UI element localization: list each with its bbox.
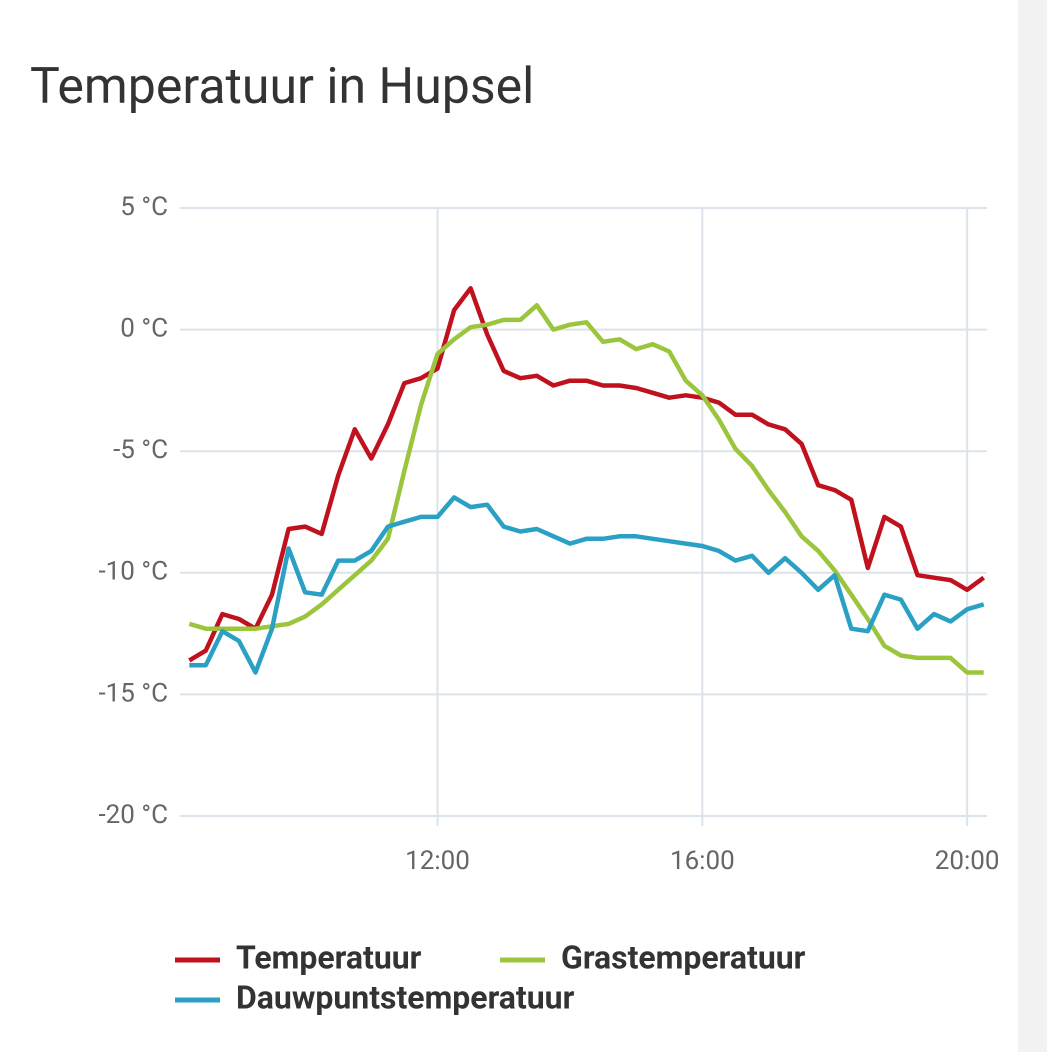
x-tick-label: 12:00: [405, 846, 470, 876]
y-tick-label: -10 °C: [99, 557, 169, 587]
series-line: [188, 286, 986, 663]
y-tick-label: -15 °C: [99, 678, 169, 708]
series-line: [189, 495, 985, 675]
y-tick-label: 5 °C: [120, 192, 168, 222]
chart-title: Temperatuur in Hupsel: [30, 58, 534, 116]
legend-label: Temperatuur: [236, 938, 422, 976]
y-tick-label: -5 °C: [113, 435, 168, 465]
side-strip: [1018, 0, 1047, 1052]
x-tick-label: 16:00: [670, 846, 735, 876]
x-tick-label: 20:00: [935, 846, 1000, 876]
y-tick-label: -20 °C: [99, 800, 169, 830]
y-tick-label: 0 °C: [120, 313, 168, 343]
series-line: [188, 303, 984, 675]
legend-label: Grastemperatuur: [561, 938, 806, 976]
legend-label: Dauwpuntstemperatuur: [236, 978, 575, 1016]
